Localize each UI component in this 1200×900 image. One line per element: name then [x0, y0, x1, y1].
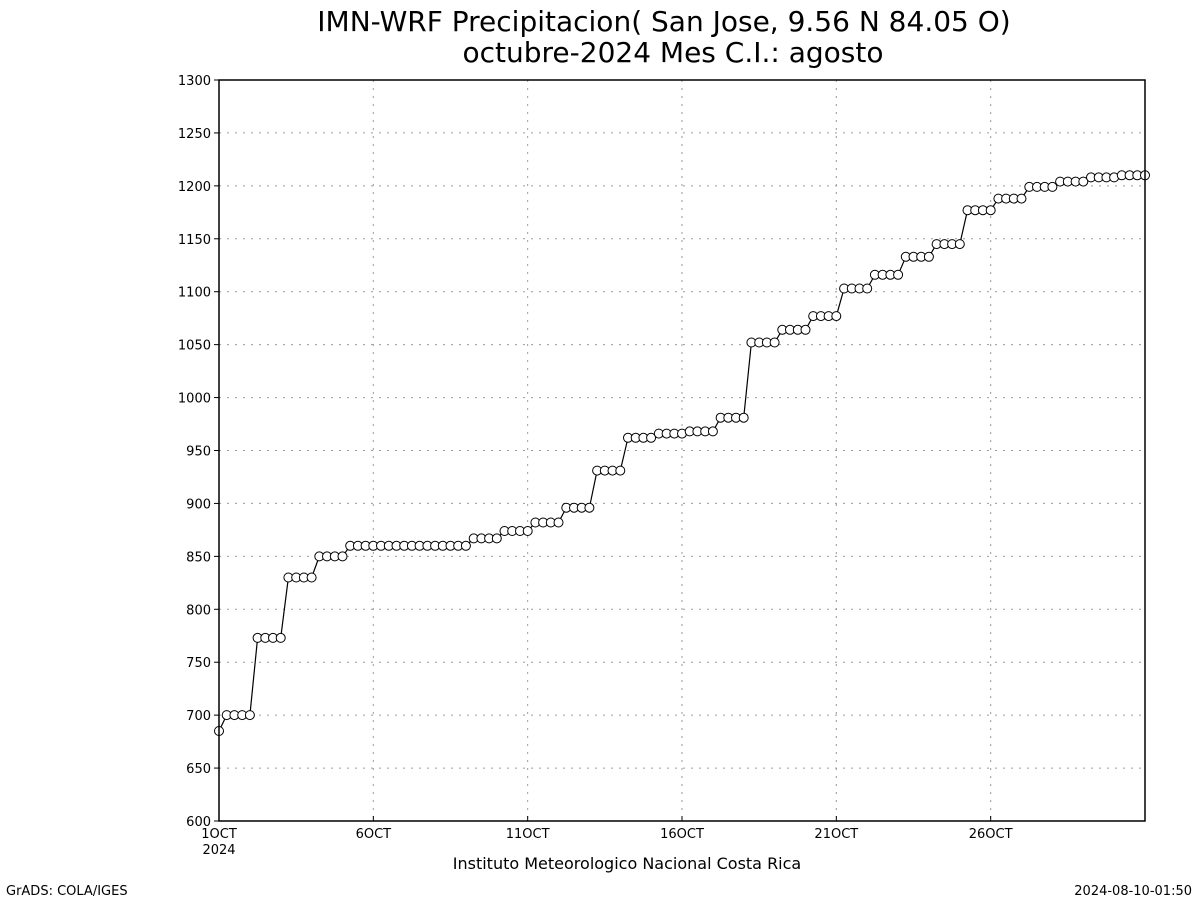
data-point [1016, 193, 1027, 204]
data-point [275, 632, 286, 643]
y-tick-label: 1100 [178, 286, 211, 301]
y-tick-label: 1300 [178, 74, 211, 89]
y-tick-label: 750 [186, 656, 211, 671]
data-point [893, 269, 904, 280]
y-tick-label: 1150 [178, 233, 211, 248]
chart-title: IMN-WRF Precipitacion( San Jose, 9.56 N … [317, 5, 1010, 38]
data-point [831, 311, 842, 322]
y-tick-label: 850 [186, 550, 211, 565]
data-point [1047, 181, 1058, 192]
y-tick-label: 700 [186, 709, 211, 724]
y-tick-label: 800 [186, 603, 211, 618]
data-point [337, 551, 348, 562]
x-tick-sublabel: 2024 [202, 843, 235, 858]
x-tick-label: 6OCT [356, 827, 392, 842]
y-tick-label: 600 [186, 815, 211, 830]
data-point [491, 533, 502, 544]
x-axis-label: Instituto Meteorologico Nacional Costa R… [453, 854, 801, 873]
x-tick-label: 16OCT [660, 827, 704, 842]
data-point [244, 710, 255, 721]
data-point [707, 426, 718, 437]
data-point [615, 465, 626, 476]
data-point [553, 517, 564, 528]
data-point [985, 205, 996, 216]
chart-subtitle: octubre-2024 Mes C.I.: agosto [463, 36, 884, 69]
data-point [923, 251, 934, 262]
x-tick-label: 11OCT [506, 827, 550, 842]
data-point [460, 540, 471, 551]
axes: 600 650 700 750 800 850 900 950 1000 1050 1100 1150… [178, 74, 1013, 858]
y-tick-label: 950 [186, 445, 211, 460]
y-tick-label: 900 [186, 497, 211, 512]
footer-left-credit: GrADS: COLA/IGES [6, 884, 128, 899]
data-point [646, 432, 657, 443]
series-line [218, 174, 1145, 732]
grid-lines [219, 80, 1145, 821]
data-point [954, 239, 965, 250]
y-tick-label: 650 [186, 762, 211, 777]
plot-frame [218, 79, 1146, 822]
y-tick-label: 1050 [178, 339, 211, 354]
y-tick-label: 1200 [178, 180, 211, 195]
data-point [306, 572, 317, 583]
data-point [1078, 176, 1089, 187]
data-point [862, 283, 873, 294]
data-point [800, 324, 811, 335]
series-polyline [218, 174, 1145, 732]
x-tick-label: 21OCT [814, 827, 858, 842]
x-tick-label: 1OCT [201, 827, 237, 842]
x-tick-label: 26OCT [969, 827, 1013, 842]
data-point [522, 526, 533, 536]
y-tick-label: 1000 [178, 392, 211, 407]
data-point [584, 502, 595, 513]
data-markers [214, 170, 1150, 736]
data-point [738, 412, 749, 423]
y-tick-label: 1250 [178, 127, 211, 142]
data-point [769, 337, 780, 348]
footer-right-timestamp: 2024-08-10-01:50 [1074, 884, 1192, 899]
